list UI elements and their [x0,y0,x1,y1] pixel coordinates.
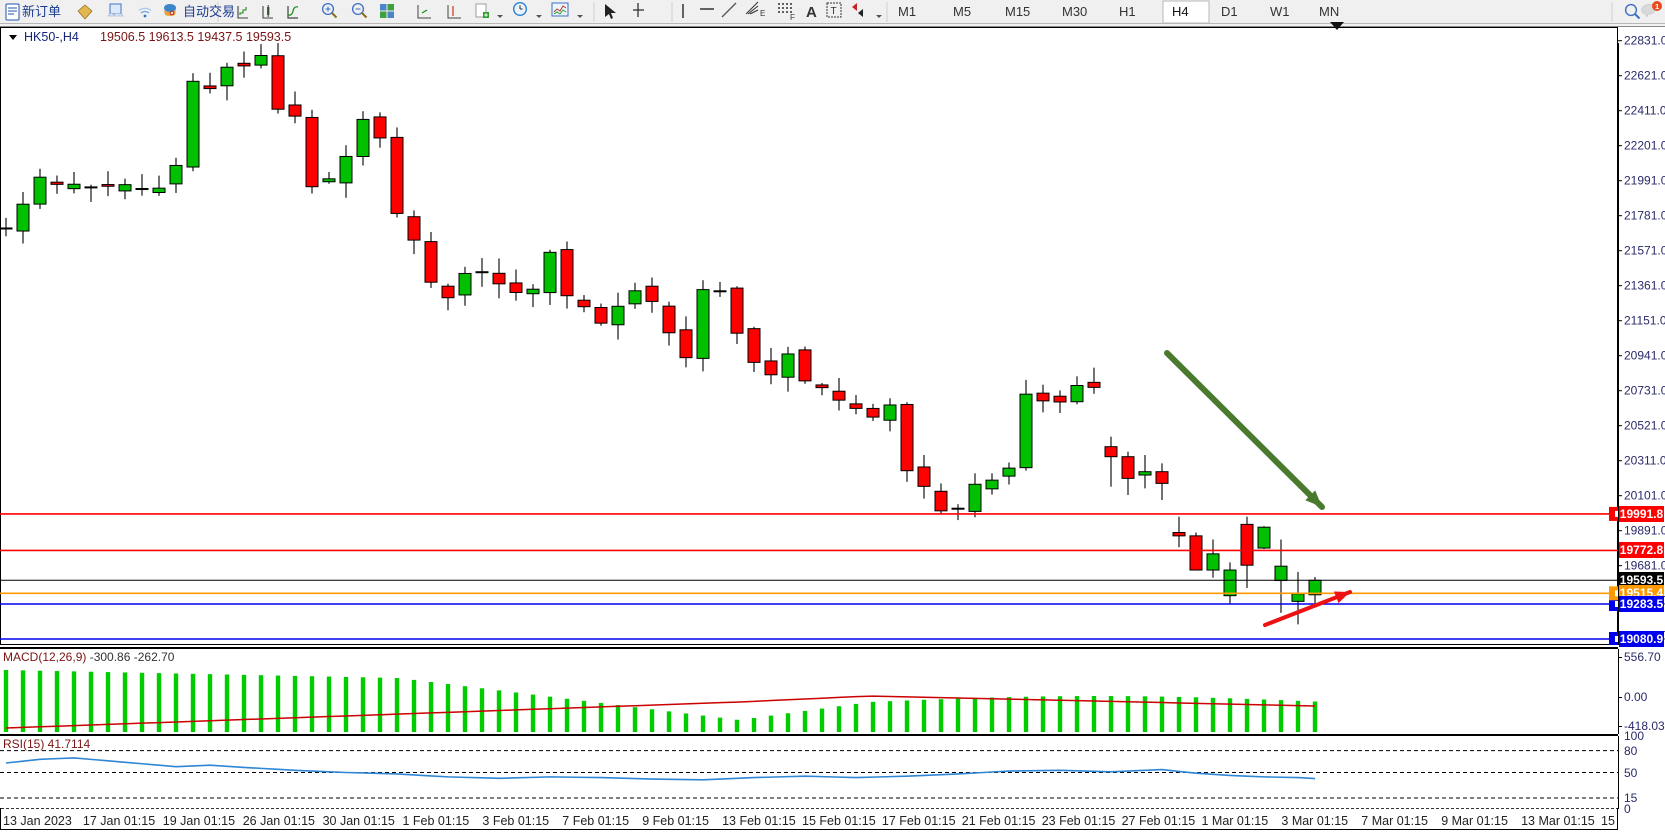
svg-text:自动交易: 自动交易 [183,4,235,19]
svg-text:20101.0: 20101.0 [1624,489,1665,503]
svg-text:M5: M5 [953,4,971,19]
svg-text:D1: D1 [1221,4,1238,19]
svg-text:MN: MN [1319,4,1339,19]
svg-text:21361.0: 21361.0 [1624,279,1665,293]
svg-text:22411.0: 22411.0 [1624,104,1665,118]
svg-text:H4: H4 [1172,4,1189,19]
svg-text:19506.5 19613.5 19437.5 19593.: 19506.5 19613.5 19437.5 19593.5 [100,30,291,44]
svg-text:21781.0: 21781.0 [1624,209,1665,223]
svg-text:19891.0: 19891.0 [1624,524,1665,538]
svg-text:新订单: 新订单 [22,4,61,19]
svg-text:20311.0: 20311.0 [1624,454,1665,468]
svg-text:M30: M30 [1062,4,1087,19]
svg-text:20521.0: 20521.0 [1624,419,1665,433]
svg-text:21991.0: 21991.0 [1624,174,1665,188]
svg-text:20731.0: 20731.0 [1624,384,1665,398]
svg-text:E: E [760,9,765,18]
svg-text:W1: W1 [1270,4,1290,19]
svg-text:A: A [806,4,817,21]
svg-text:M1: M1 [898,4,916,19]
svg-text:22621.0: 22621.0 [1624,69,1665,83]
svg-text:1: 1 [1655,2,1659,11]
svg-text:HK50-,H4: HK50-,H4 [24,30,79,44]
svg-text:M15: M15 [1005,4,1030,19]
svg-text:T: T [831,6,837,17]
svg-text:21151.0: 21151.0 [1624,314,1665,328]
svg-text:22201.0: 22201.0 [1624,139,1665,153]
svg-text:F: F [790,13,795,22]
svg-text:22831.0: 22831.0 [1624,34,1665,48]
svg-text:21571.0: 21571.0 [1624,244,1665,258]
svg-text:20941.0: 20941.0 [1624,349,1665,363]
svg-text:H1: H1 [1119,4,1136,19]
svg-text:19681.0: 19681.0 [1624,559,1665,573]
